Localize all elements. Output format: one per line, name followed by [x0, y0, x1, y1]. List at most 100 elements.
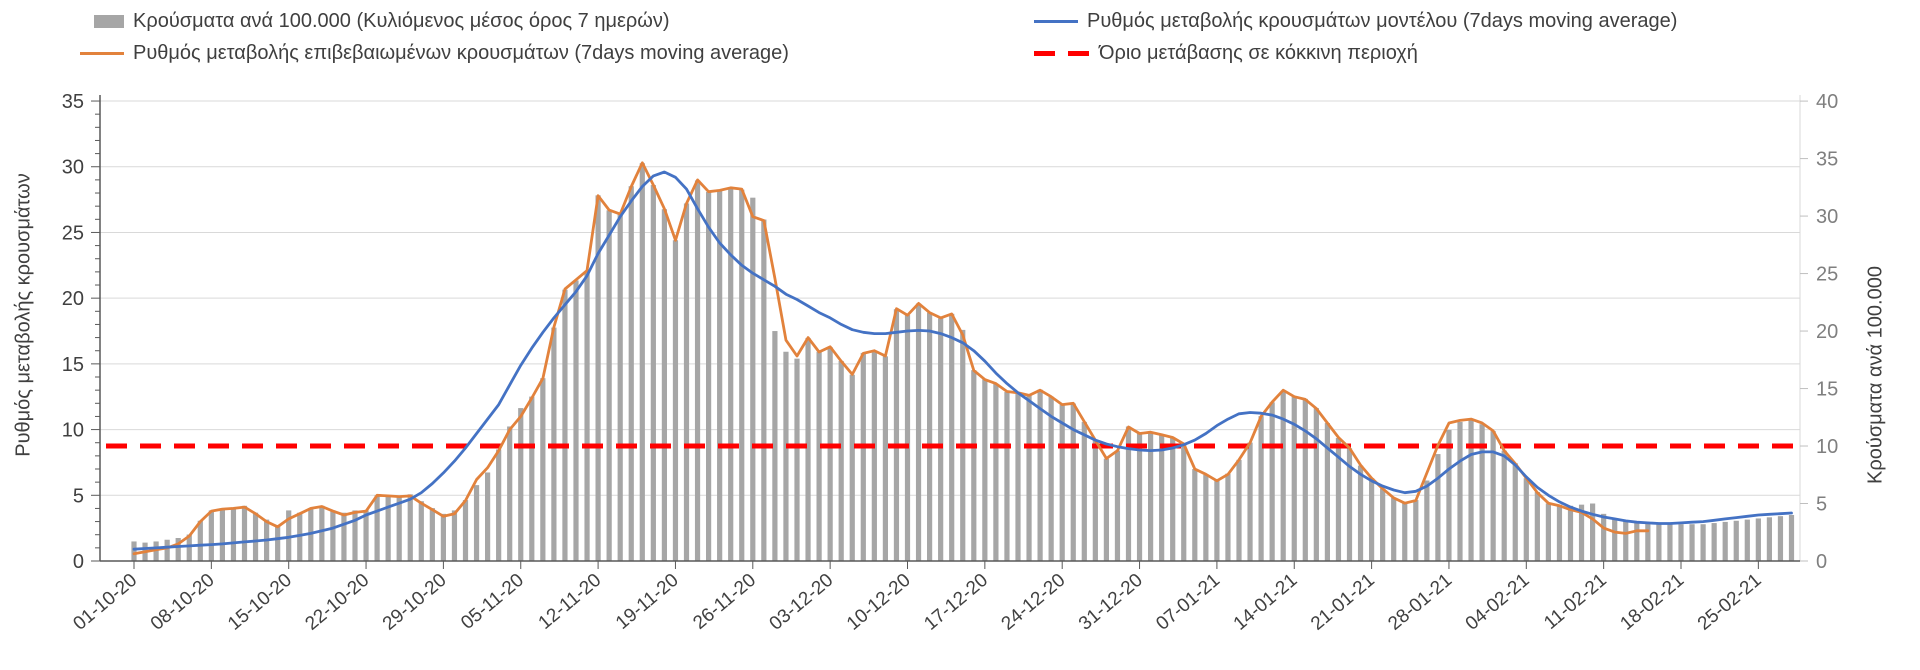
bar: [319, 505, 325, 561]
x-axis-tick-label: 07-01-21: [1152, 570, 1224, 635]
bar: [186, 534, 192, 561]
bar: [1192, 469, 1198, 561]
y-axis-right: 0 5 10 15 20 25 30 35 40: [1799, 91, 1838, 573]
bar: [827, 347, 833, 561]
x-axis-tick-label: 31-12-20: [1075, 570, 1147, 635]
bar: [1380, 488, 1386, 561]
x-axis-tick-label: 26-11-20: [689, 570, 760, 634]
bar: [1634, 521, 1640, 561]
bar: [838, 360, 844, 561]
bars-series: [131, 163, 1795, 562]
bar: [1402, 503, 1408, 561]
bar: [440, 513, 446, 561]
bar: [893, 309, 900, 561]
bar: [1092, 440, 1098, 561]
legend-item-red-zone-threshold: Όριο μετάβασης σε κόκκινη περιοχή: [1034, 39, 1418, 67]
blue-line-swatch-icon: [1034, 19, 1078, 23]
bar: [1247, 442, 1253, 561]
bar: [153, 541, 159, 561]
model-rate-line: [132, 170, 1793, 551]
bar: [573, 280, 579, 561]
bar: [949, 313, 955, 561]
bar: [1114, 450, 1121, 561]
bar: [219, 509, 225, 561]
bar: [1678, 524, 1684, 561]
bar: [507, 426, 513, 561]
bar: [1324, 423, 1330, 561]
bar: [683, 203, 690, 562]
bar: [915, 303, 922, 561]
bar: [1004, 391, 1010, 561]
bar: [1181, 443, 1187, 561]
x-axis-tick-label: 19-11-20: [612, 570, 683, 634]
bar: [330, 510, 336, 561]
x-axis-tick-label: 11-02-21: [1540, 570, 1611, 634]
bar: [485, 472, 491, 561]
bar: [1280, 390, 1286, 561]
x-axis-tick-label: 18-02-21: [1616, 570, 1688, 635]
right-axis-tick-label: 5: [1816, 494, 1827, 516]
bar: [341, 512, 347, 561]
legend-label: Όριο μετάβασης σε κόκκινη περιοχή: [1099, 41, 1418, 64]
bar: [451, 510, 458, 561]
left-axis-tick-label: 35: [62, 91, 84, 113]
left-axis-tick-label: 20: [62, 288, 84, 310]
bar: [1136, 433, 1143, 561]
bar: [816, 351, 822, 561]
bar: [1236, 459, 1242, 561]
bar: [1479, 424, 1485, 561]
bar: [1148, 432, 1154, 561]
red-dash-swatch-icon: [1034, 50, 1090, 56]
legend-item-cases-per-100k: Κρούσματα ανά 100.000 (Κυλιόμενος μέσος …: [94, 7, 670, 35]
bar: [1081, 421, 1087, 561]
bar: [1512, 463, 1518, 561]
x-axis: 01-10-20 08-10-20 15-10-20 22-10-20 29-10-20…: [69, 560, 1800, 635]
bar: [595, 195, 601, 561]
left-axis-tick-label: 5: [73, 485, 84, 507]
bar: [1501, 450, 1507, 561]
bar: [1413, 500, 1419, 561]
bar: [562, 289, 568, 561]
bar: [639, 163, 645, 561]
legend-label: Ρυθμός μεταβολής κρουσμάτων μοντέλου (7d…: [1087, 9, 1678, 32]
bar: [407, 494, 413, 561]
bar: [1170, 437, 1176, 561]
bar: [1689, 524, 1695, 561]
orange-line-swatch-icon: [80, 51, 124, 55]
y-axis-left: 0 5 10 15 20 25 30 35: [62, 91, 101, 573]
bar: [772, 331, 778, 561]
bar: [1755, 518, 1761, 561]
right-axis-tick-label: 0: [1816, 551, 1827, 573]
bar: [1667, 524, 1673, 561]
bar: [1788, 515, 1795, 561]
bar: [1722, 521, 1728, 561]
bar: [794, 358, 800, 561]
bar: [429, 508, 435, 561]
bar: [849, 374, 855, 561]
bar: [286, 510, 292, 561]
right-axis-tick-label: 20: [1816, 321, 1838, 343]
left-axis-tick-label: 0: [73, 551, 84, 573]
bar: [1346, 448, 1353, 561]
x-axis-tick-label: 28-01-21: [1384, 570, 1456, 635]
bar: [1523, 478, 1529, 561]
right-axis-tick-label: 30: [1816, 206, 1838, 228]
bar: [1435, 454, 1441, 561]
right-axis-tick-label: 15: [1816, 379, 1838, 401]
bar: [473, 485, 480, 561]
x-axis-tick-label: 05-11-20: [457, 570, 528, 634]
bar: [1490, 431, 1496, 561]
bar: [1446, 429, 1452, 561]
bar: [275, 525, 281, 561]
bar: [208, 510, 214, 561]
bar: [1567, 505, 1574, 561]
left-axis-tick-label: 25: [62, 222, 84, 244]
bar: [783, 351, 789, 561]
bar: [882, 356, 888, 561]
bar: [904, 314, 911, 561]
bar: [1125, 426, 1132, 561]
bar-swatch-icon: [94, 14, 124, 28]
bar: [385, 495, 391, 561]
bar: [1590, 503, 1596, 561]
